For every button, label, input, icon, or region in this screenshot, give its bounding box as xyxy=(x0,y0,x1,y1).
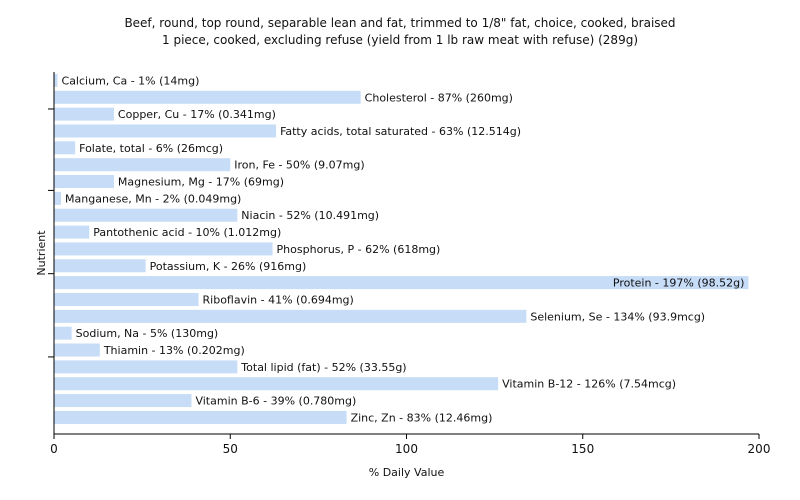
bar xyxy=(54,292,199,306)
bar-label: Thiamin - 13% (0.202mg) xyxy=(103,344,245,357)
bar xyxy=(54,225,90,239)
bar xyxy=(54,191,62,205)
bar-label: Zinc, Zn - 83% (12.46mg) xyxy=(351,411,493,424)
bar-label: Niacin - 52% (10.491mg) xyxy=(241,209,379,222)
x-tick-label: 0 xyxy=(50,442,58,456)
bar-label: Copper, Cu - 17% (0.341mg) xyxy=(118,108,276,121)
y-axis-title: Nutrient xyxy=(35,230,48,276)
bar xyxy=(54,175,114,189)
bar xyxy=(54,326,72,340)
bar xyxy=(54,410,347,424)
bar-label: Iron, Fe - 50% (9.07mg) xyxy=(234,159,364,172)
bar xyxy=(54,394,192,408)
x-axis-title: % Daily Value xyxy=(369,466,445,479)
bar-label: Phosphorus, P - 62% (618mg) xyxy=(277,243,441,256)
bar-label: Manganese, Mn - 2% (0.049mg) xyxy=(65,192,241,205)
bar xyxy=(54,276,749,290)
bar-label: Calcium, Ca - 1% (14mg) xyxy=(62,74,200,87)
bar xyxy=(54,259,146,273)
bar-label: Protein - 197% (98.52g) xyxy=(613,277,745,290)
bar xyxy=(54,73,58,87)
bar xyxy=(54,377,499,391)
bar-label: Potassium, K - 26% (916mg) xyxy=(150,260,307,273)
bar xyxy=(54,124,277,138)
bar xyxy=(54,360,238,374)
bar-label: Fatty acids, total saturated - 63% (12.5… xyxy=(280,125,521,138)
bar-label: Vitamin B-12 - 126% (7.54mcg) xyxy=(502,378,676,391)
bar-label: Selenium, Se - 134% (93.9mcg) xyxy=(530,310,705,323)
bar xyxy=(54,158,231,172)
bar-label: Total lipid (fat) - 52% (33.55g) xyxy=(240,361,406,374)
x-tick-label: 100 xyxy=(395,442,418,456)
bar-label: Folate, total - 6% (26mcg) xyxy=(79,142,223,155)
bar xyxy=(54,343,100,357)
bar-label: Pantothenic acid - 10% (1.012mg) xyxy=(93,226,281,239)
bar-label: Magnesium, Mg - 17% (69mg) xyxy=(118,176,284,189)
chart-title: Beef, round, top round, separable lean a… xyxy=(124,16,676,30)
bar-label: Cholesterol - 87% (260mg) xyxy=(365,91,513,104)
bar-label: Sodium, Na - 5% (130mg) xyxy=(76,327,219,340)
bar xyxy=(54,141,76,155)
chart-subtitle: 1 piece, cooked, excluding refuse (yield… xyxy=(162,33,638,47)
bar-label: Vitamin B-6 - 39% (0.780mg) xyxy=(195,395,356,408)
bar xyxy=(54,107,114,121)
bar xyxy=(54,309,527,323)
x-tick-label: 150 xyxy=(571,442,594,456)
bar xyxy=(54,90,361,104)
bar xyxy=(54,242,273,256)
bar-label: Riboflavin - 41% (0.694mg) xyxy=(203,293,354,306)
bar xyxy=(54,208,238,222)
x-tick-label: 200 xyxy=(748,442,771,456)
x-tick-label: 50 xyxy=(223,442,238,456)
